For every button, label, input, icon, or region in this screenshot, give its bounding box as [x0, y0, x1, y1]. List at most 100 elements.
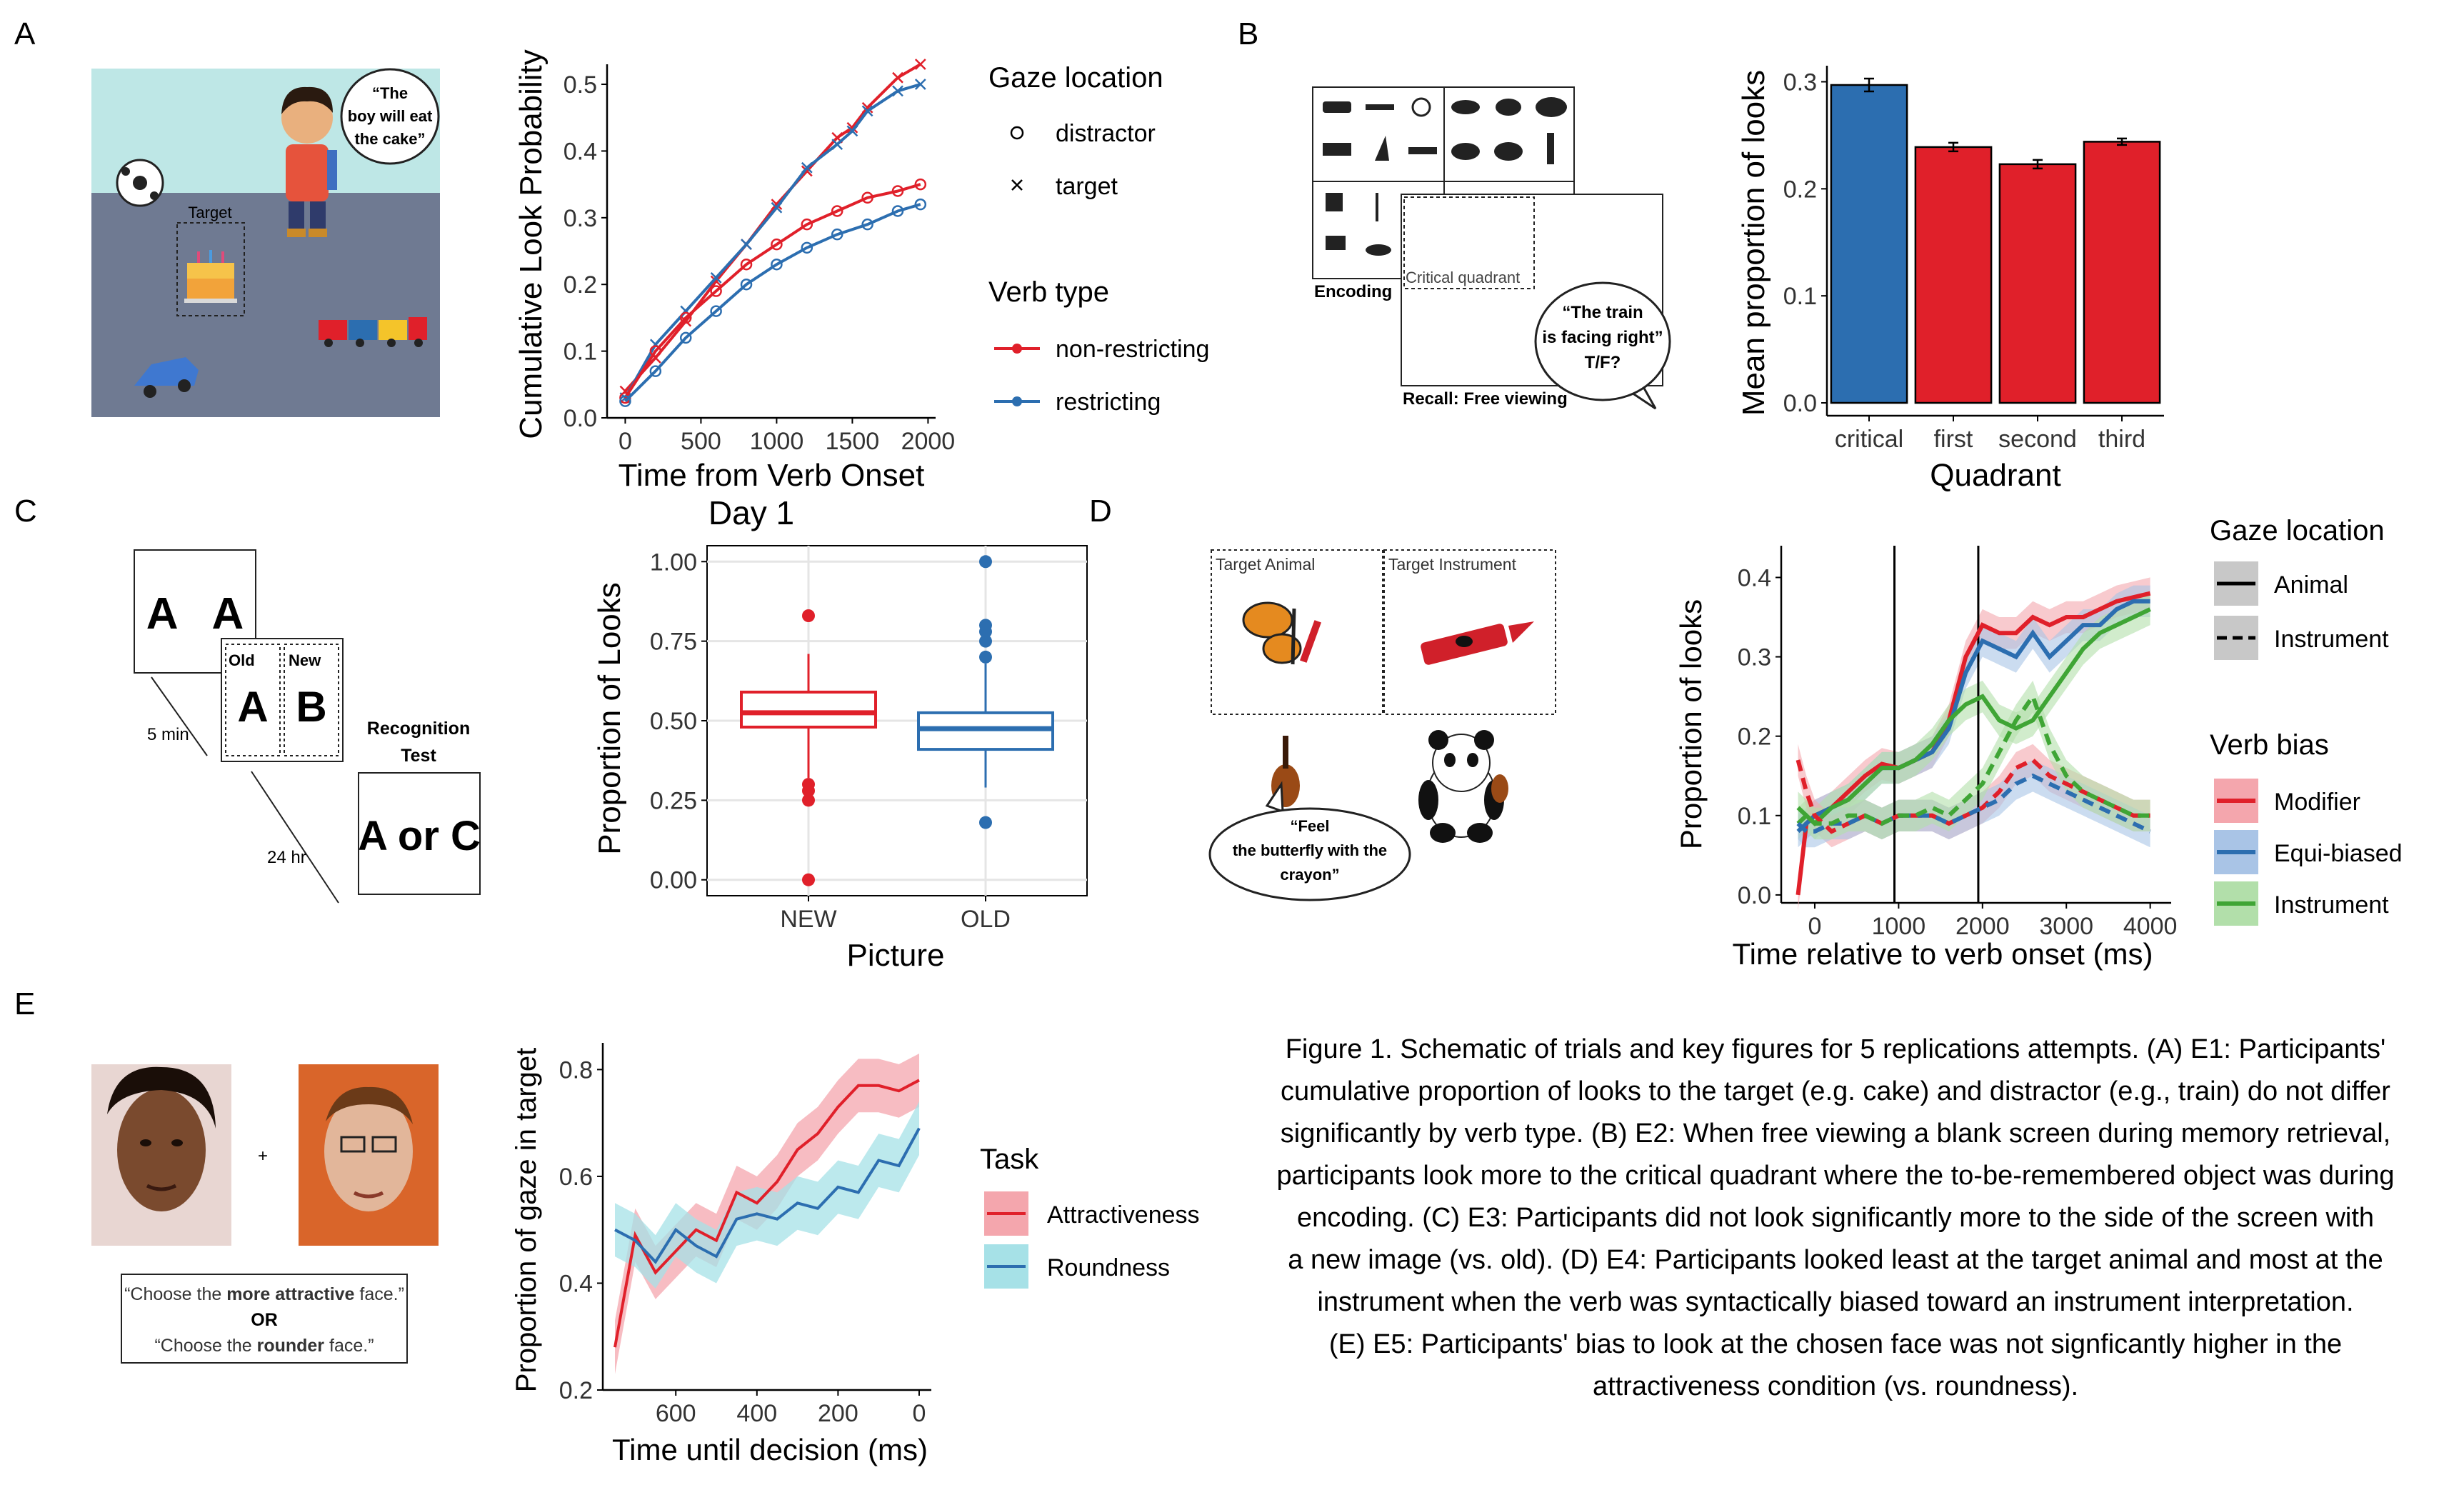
ce-marks [614, 1079, 921, 1348]
data-point [861, 105, 873, 117]
cc-marks: NEW OLD [740, 555, 1054, 933]
data-point [649, 345, 662, 357]
encoding-label: Encoding [1314, 282, 1392, 301]
legend-title: Verb bias [2210, 729, 2329, 761]
y-axis-label: Mean proportion of looks [1736, 70, 1771, 416]
error-bar [2117, 137, 2127, 146]
chart-d-legend: Gaze location Animal Instrument Verb bia… [2210, 515, 2403, 926]
data-point [914, 59, 926, 70]
data-point [619, 395, 631, 407]
data-point [710, 305, 722, 317]
legend-item: Instrument [2274, 626, 2389, 653]
y-tick-label: 0.2 [1738, 724, 1771, 751]
schematic-a: “The boy will eat the cake” Target [91, 68, 440, 417]
data-point [801, 241, 813, 254]
data-point [771, 238, 783, 251]
legend-item: target [1056, 173, 1118, 200]
series-line-non-restricting-distractor [623, 183, 921, 399]
y-tick-label: 0.3 [1738, 644, 1771, 671]
data-point [861, 191, 873, 204]
ci-band [1798, 593, 2150, 840]
series-line-Roundness [614, 1127, 921, 1264]
chart-title: Day 1 [708, 494, 794, 531]
x-axis-label: Picture [847, 938, 945, 973]
data-point [649, 365, 662, 377]
outlier-point [802, 609, 815, 622]
y-tick-label: 0.50 [650, 708, 697, 735]
cd-bands [1798, 577, 2150, 911]
outlier-point [979, 816, 992, 829]
data-point [679, 331, 692, 344]
critical-quadrant-box [1403, 196, 1535, 289]
vehicle-icons [1323, 97, 1437, 161]
chart-e-legend: Task Attractiveness Roundness [980, 1144, 1200, 1289]
legend-item: Animal [2274, 571, 2348, 599]
speech-line: “The train [1562, 303, 1643, 322]
y-axis-label: Proportion of gaze in target [511, 1048, 542, 1393]
legend-key-cross [1011, 179, 1023, 191]
old-letter: A [237, 683, 268, 731]
y-tick-label: 0.3 [1783, 69, 1817, 96]
boy-icon [281, 86, 337, 237]
test-text: A or C [358, 813, 481, 859]
y-tick-label: 0.2 [564, 271, 597, 299]
caption-line: a new image (vs. old). (D) E4: Participa… [1288, 1245, 2383, 1275]
x-tick-label: 0 [913, 1400, 926, 1427]
data-point [679, 311, 692, 324]
x-axis-label: Time relative to verb onset (ms) [1733, 937, 2153, 971]
x-tick-label: 400 [736, 1400, 777, 1427]
delay-arrow [151, 676, 208, 756]
animal-icons [1451, 97, 1567, 164]
y-tick-label: 0.0 [1738, 882, 1771, 909]
delay-24hr: 24 hr [267, 848, 306, 867]
speech-bubble: “The boy will eat the cake” [340, 68, 440, 165]
cake-icon [184, 250, 237, 303]
y-axis-label: Proportion of looks [1674, 599, 1708, 849]
series-line-Modifier-Animal [1796, 591, 2151, 896]
y-tick-label: 0.75 [650, 629, 697, 656]
speech-line: the butterfly with the [1233, 841, 1387, 859]
toy-car-icon [134, 357, 199, 398]
test-title: Test [401, 746, 436, 766]
data-point [846, 125, 858, 137]
data-point [801, 161, 813, 174]
x-tick-label: third [2098, 426, 2145, 453]
speech-line: is facing right” [1542, 328, 1663, 347]
legend-title: Gaze location [2210, 515, 2385, 546]
legend-item: non-restricting [1056, 336, 1209, 363]
panel-letter-a: A [14, 16, 36, 51]
legend-title: Gaze location [988, 62, 1163, 94]
y-tick-label: 0.0 [1783, 390, 1817, 417]
x-tick-label: 0 [1808, 913, 1822, 940]
data-point [710, 285, 722, 297]
y-tick-label: 0.6 [559, 1164, 593, 1191]
panel-letter-e: E [14, 986, 35, 1021]
target-animal-label: Target Animal [1216, 555, 1315, 574]
x-tick-label: first [1934, 426, 1973, 453]
bar-third [2083, 141, 2161, 404]
speech-line: crayon” [1280, 866, 1339, 884]
chart-d: 0.0 0.1 0.2 0.3 0.4 0 1000 2000 3000 4000 Time re… [1674, 515, 2403, 971]
bar-second [1998, 163, 2077, 404]
data-point [831, 228, 843, 241]
legend-key-dot [1012, 344, 1022, 354]
x-tick-label: 4000 [2123, 913, 2178, 940]
old-label: Old [229, 651, 255, 669]
y-tick-label: 0.2 [1783, 176, 1817, 203]
speech-line: the cake” [354, 130, 425, 148]
ce-bands [615, 1054, 919, 1374]
y-tick-label: 0.3 [564, 205, 597, 232]
chart-e: 0.2 0.4 0.6 0.8 600 400 200 0 Time until decisi… [511, 1043, 1200, 1466]
critical-quadrant-label: Critical quadrant [1406, 269, 1520, 286]
x-axis-label: Time from Verb Onset [618, 458, 925, 493]
bar-first [1914, 146, 1993, 404]
y-axis-label: Proportion of Looks [592, 582, 627, 855]
x-tick-label: 1500 [826, 428, 880, 455]
series-line-non-restricting-target [623, 63, 921, 392]
fixation-cross: + [258, 1146, 268, 1166]
data-point [831, 139, 843, 150]
y-tick-label: 0.5 [564, 71, 597, 99]
cd-axes: 0.0 0.1 0.2 0.3 0.4 0 1000 2000 3000 4000 [1738, 546, 2178, 940]
new-box [284, 644, 339, 756]
x-tick-label: second [1998, 426, 2077, 453]
